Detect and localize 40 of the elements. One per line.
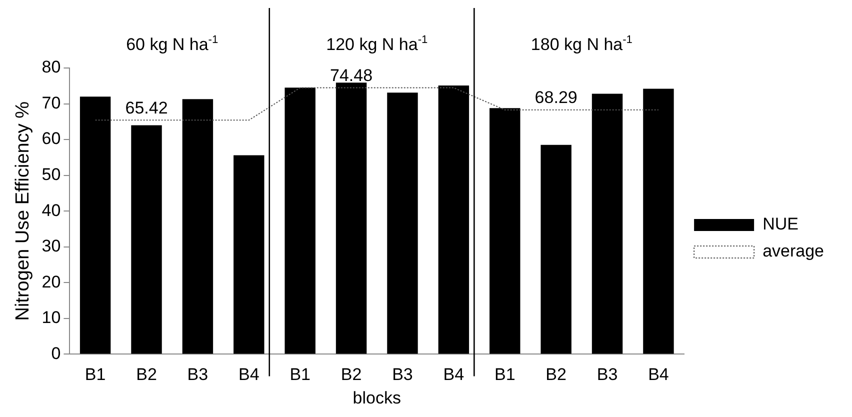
bar (284, 88, 316, 354)
data-label: 65.42 (125, 98, 168, 118)
x-tick-label: B1 (84, 365, 106, 384)
y-tick-label: 20 (42, 272, 61, 292)
x-tick-label: B4 (443, 365, 464, 384)
x-tick-label: B4 (648, 365, 669, 384)
x-tick-label: B3 (392, 365, 413, 384)
bar (490, 108, 520, 354)
legend-label: NUE (762, 214, 798, 234)
y-tick-label: 30 (42, 236, 61, 256)
y-tick-label: 70 (42, 93, 61, 112)
bar (540, 144, 572, 354)
bar (182, 99, 214, 354)
legend-label: average (762, 242, 824, 261)
x-tick-label: B1 (494, 365, 516, 384)
x-axis-title: blocks (352, 388, 401, 408)
x-tick-label: B3 (596, 365, 618, 384)
y-tick-label: 80 (42, 58, 61, 77)
bar (80, 96, 111, 354)
y-axis-title: Nitrogen Use Efficiency % (12, 101, 34, 321)
data-label: 74.48 (330, 66, 373, 85)
x-tick-label: B1 (290, 365, 310, 384)
y-tick-label: 0 (51, 344, 61, 363)
data-label: 68.29 (534, 88, 578, 108)
bar (438, 86, 470, 354)
bar (643, 88, 674, 354)
bar (387, 92, 418, 354)
bar (234, 155, 264, 354)
x-tick-label: B3 (187, 365, 208, 384)
bar (131, 125, 162, 354)
x-tick-label: B2 (340, 365, 362, 384)
x-tick-label: B4 (238, 365, 260, 384)
y-tick-label: 50 (42, 165, 61, 184)
x-tick-label: B2 (546, 365, 566, 384)
bar (336, 82, 367, 354)
y-tick-label: 40 (42, 200, 61, 220)
x-tick-label: B2 (136, 365, 157, 384)
bar (592, 94, 623, 354)
y-tick-label: 10 (42, 308, 61, 328)
y-tick-label: 60 (42, 129, 61, 148)
